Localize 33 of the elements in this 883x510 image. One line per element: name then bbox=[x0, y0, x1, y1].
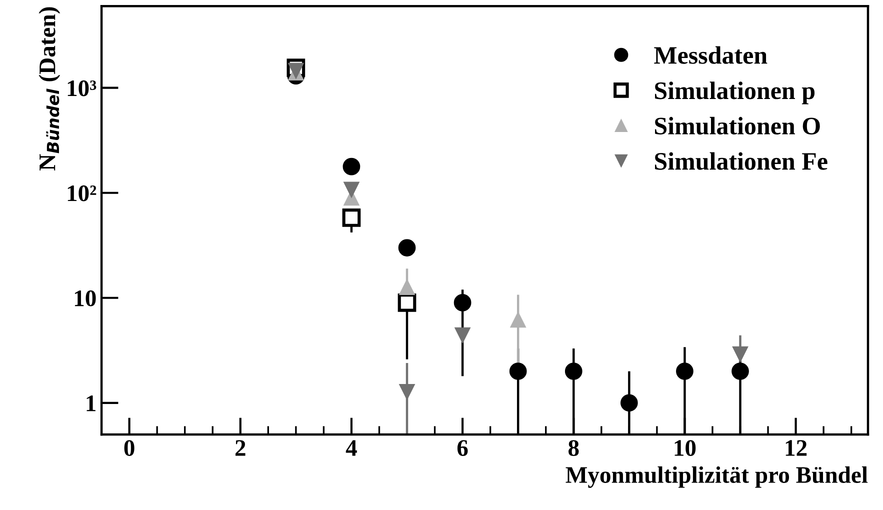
y-tick-label: 10² bbox=[68, 185, 96, 202]
x-axis-title: Myonmultiplizität pro Bündel bbox=[566, 466, 868, 488]
x-tick-label: 4 bbox=[346, 440, 357, 456]
point bbox=[564, 362, 582, 380]
point bbox=[454, 294, 472, 312]
legend-label: Messdaten bbox=[654, 46, 768, 64]
point bbox=[398, 239, 416, 256]
x-tick-label: 12 bbox=[786, 440, 807, 456]
x-tick-label: 2 bbox=[235, 440, 246, 456]
y-tick-label: 10 bbox=[74, 290, 96, 306]
y-axis-title: N$_{Bündel}$ (Daten) bbox=[38, 7, 60, 170]
x-tick-label: 8 bbox=[568, 440, 579, 456]
point bbox=[342, 208, 361, 227]
y-tick-label: 10³ bbox=[68, 80, 96, 96]
y-tick-label: 1 bbox=[86, 396, 96, 412]
x-tick-label: 6 bbox=[457, 440, 468, 456]
point bbox=[732, 362, 749, 380]
point bbox=[398, 294, 416, 312]
point bbox=[676, 362, 694, 380]
point bbox=[620, 394, 638, 412]
point bbox=[509, 362, 527, 380]
point bbox=[399, 278, 415, 295]
legend-label: Simulationen p bbox=[655, 82, 815, 104]
legend-label: Simulationen O bbox=[655, 116, 820, 135]
point bbox=[399, 384, 415, 400]
point bbox=[342, 158, 360, 176]
point bbox=[732, 346, 748, 362]
legend-label: Simulationen Fe bbox=[655, 152, 828, 170]
x-tick-label: 10 bbox=[674, 440, 696, 456]
x-tick-label: 0 bbox=[124, 440, 134, 456]
point bbox=[343, 182, 360, 198]
point bbox=[454, 327, 471, 344]
point bbox=[510, 312, 526, 328]
